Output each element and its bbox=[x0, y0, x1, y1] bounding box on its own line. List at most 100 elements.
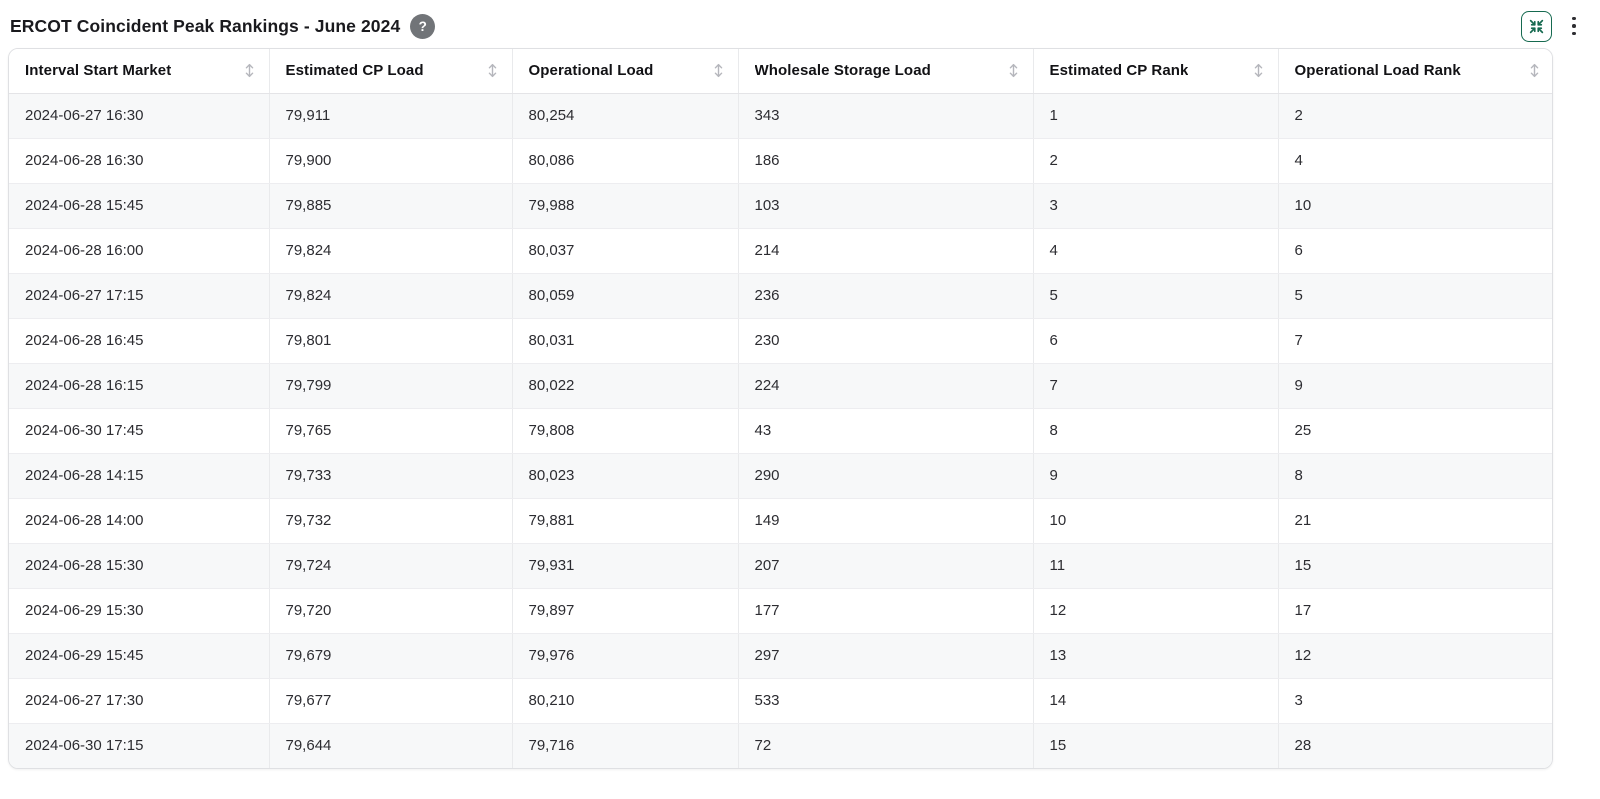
table-row-0: 2024-06-27 16:30 79,911 80,254 343 1 2 bbox=[9, 93, 1552, 139]
cell: 79,720 bbox=[269, 588, 513, 634]
cell: 43 bbox=[738, 408, 1034, 454]
kebab-menu-icon[interactable] bbox=[1566, 13, 1582, 40]
cell: 28 bbox=[1278, 723, 1552, 768]
column-header-0[interactable]: Interval Start Market bbox=[9, 49, 270, 94]
cell: 72 bbox=[738, 723, 1034, 768]
cell: 15 bbox=[1033, 723, 1279, 768]
cell: 79,679 bbox=[269, 633, 513, 679]
title-wrap: ERCOT Coincident Peak Rankings - June 20… bbox=[10, 13, 436, 39]
cell: 2024-06-30 17:15 bbox=[9, 723, 270, 768]
column-header-2[interactable]: Operational Load bbox=[512, 49, 739, 94]
cell: 80,022 bbox=[512, 363, 739, 409]
cell: 1 bbox=[1033, 93, 1279, 139]
cell: 5 bbox=[1278, 273, 1552, 319]
cell: 5 bbox=[1033, 273, 1279, 319]
cell: 80,023 bbox=[512, 453, 739, 499]
column-header-1[interactable]: Estimated CP Load bbox=[269, 49, 513, 94]
cell: 80,210 bbox=[512, 678, 739, 724]
cell: 2024-06-28 15:30 bbox=[9, 543, 270, 589]
cell: 3 bbox=[1033, 183, 1279, 229]
cell: 79,976 bbox=[512, 633, 739, 679]
column-header-4[interactable]: Estimated CP Rank bbox=[1033, 49, 1279, 94]
cell: 149 bbox=[738, 498, 1034, 544]
cell: 9 bbox=[1033, 453, 1279, 499]
cell: 10 bbox=[1278, 183, 1552, 229]
collapse-button[interactable] bbox=[1521, 10, 1553, 42]
cell: 80,254 bbox=[512, 93, 739, 139]
cell: 3 bbox=[1278, 678, 1552, 724]
cell: 79,801 bbox=[269, 318, 513, 364]
page-title: ERCOT Coincident Peak Rankings - June 20… bbox=[10, 15, 401, 36]
column-header-label: Estimated CP Rank bbox=[1049, 62, 1189, 80]
help-icon[interactable]: ? bbox=[410, 13, 436, 39]
cell: 79,885 bbox=[269, 183, 513, 229]
cell: 7 bbox=[1278, 318, 1552, 364]
cell: 4 bbox=[1033, 228, 1279, 274]
cell: 2024-06-27 17:30 bbox=[9, 678, 270, 724]
column-header-3[interactable]: Wholesale Storage Load bbox=[738, 49, 1034, 94]
cell: 17 bbox=[1278, 588, 1552, 634]
cell: 79,799 bbox=[269, 363, 513, 409]
table-row-5: 2024-06-28 16:45 79,801 80,031 230 6 7 bbox=[9, 318, 1552, 364]
cell: 79,881 bbox=[512, 498, 739, 544]
cell: 2 bbox=[1033, 138, 1279, 184]
cell: 13 bbox=[1033, 633, 1279, 679]
cell: 80,059 bbox=[512, 273, 739, 319]
cell: 186 bbox=[738, 138, 1034, 184]
cell: 7 bbox=[1033, 363, 1279, 409]
cell: 2024-06-28 16:45 bbox=[9, 318, 270, 364]
cell: 236 bbox=[738, 273, 1034, 319]
cell: 79,644 bbox=[269, 723, 513, 768]
table-row-8: 2024-06-28 14:15 79,733 80,023 290 9 8 bbox=[9, 453, 1552, 499]
cell: 10 bbox=[1033, 498, 1279, 544]
cell: 79,824 bbox=[269, 228, 513, 274]
cell: 2024-06-27 16:30 bbox=[9, 93, 270, 139]
column-header-label: Operational Load bbox=[528, 62, 654, 80]
table-row-6: 2024-06-28 16:15 79,799 80,022 224 7 9 bbox=[9, 363, 1552, 409]
sort-icon bbox=[1008, 62, 1019, 79]
cell: 79,677 bbox=[269, 678, 513, 724]
sort-icon bbox=[487, 62, 498, 79]
arrows-pointing-in-icon bbox=[1527, 17, 1546, 36]
column-header-label: Operational Load Rank bbox=[1294, 62, 1461, 80]
header-row: Interval Start Market Estimated CP Load bbox=[9, 49, 1552, 94]
cell: 9 bbox=[1278, 363, 1552, 409]
cell: 79,733 bbox=[269, 453, 513, 499]
cell: 2 bbox=[1278, 93, 1552, 139]
cell: 79,988 bbox=[512, 183, 739, 229]
cell: 79,911 bbox=[269, 93, 513, 139]
cell: 79,724 bbox=[269, 543, 513, 589]
cell: 214 bbox=[738, 228, 1034, 274]
cell: 79,897 bbox=[512, 588, 739, 634]
cell: 230 bbox=[738, 318, 1034, 364]
cell: 80,037 bbox=[512, 228, 739, 274]
cell: 8 bbox=[1033, 408, 1279, 454]
cell: 79,808 bbox=[512, 408, 739, 454]
cell: 6 bbox=[1278, 228, 1552, 274]
cell: 2024-06-27 17:15 bbox=[9, 273, 270, 319]
table-row-9: 2024-06-28 14:00 79,732 79,881 149 10 21 bbox=[9, 498, 1552, 544]
column-header-5[interactable]: Operational Load Rank bbox=[1278, 49, 1552, 94]
cell: 343 bbox=[738, 93, 1034, 139]
cell: 79,716 bbox=[512, 723, 739, 768]
cell: 11 bbox=[1033, 543, 1279, 589]
cell: 2024-06-30 17:45 bbox=[9, 408, 270, 454]
cell: 533 bbox=[738, 678, 1034, 724]
cell: 2024-06-29 15:45 bbox=[9, 633, 270, 679]
column-header-label: Wholesale Storage Load bbox=[754, 62, 931, 80]
cell: 6 bbox=[1033, 318, 1279, 364]
sort-icon bbox=[244, 62, 255, 79]
rankings-table-card: Interval Start Market Estimated CP Load bbox=[8, 48, 1553, 769]
table-row-4: 2024-06-27 17:15 79,824 80,059 236 5 5 bbox=[9, 273, 1552, 319]
table-row-11: 2024-06-29 15:30 79,720 79,897 177 12 17 bbox=[9, 588, 1552, 634]
cell: 79,931 bbox=[512, 543, 739, 589]
cell: 177 bbox=[738, 588, 1034, 634]
cell: 297 bbox=[738, 633, 1034, 679]
table-row-7: 2024-06-30 17:45 79,765 79,808 43 8 25 bbox=[9, 408, 1552, 454]
cell: 2024-06-28 16:15 bbox=[9, 363, 270, 409]
table-row-3: 2024-06-28 16:00 79,824 80,037 214 4 6 bbox=[9, 228, 1552, 274]
cell: 12 bbox=[1033, 588, 1279, 634]
table-row-1: 2024-06-28 16:30 79,900 80,086 186 2 4 bbox=[9, 138, 1552, 184]
rankings-table: Interval Start Market Estimated CP Load bbox=[9, 49, 1552, 768]
cell: 2024-06-29 15:30 bbox=[9, 588, 270, 634]
